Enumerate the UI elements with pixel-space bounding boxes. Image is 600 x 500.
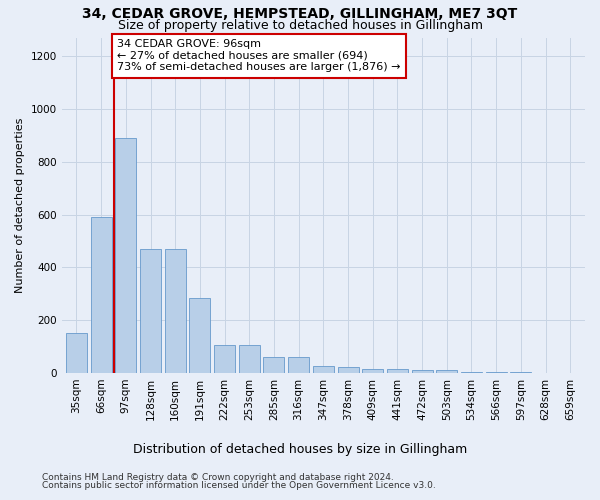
Bar — [461, 372, 482, 373]
Bar — [214, 346, 235, 373]
Bar — [165, 249, 186, 373]
Text: 34 CEDAR GROVE: 96sqm
← 27% of detached houses are smaller (694)
73% of semi-det: 34 CEDAR GROVE: 96sqm ← 27% of detached … — [117, 39, 401, 72]
Bar — [511, 372, 532, 373]
Bar — [66, 334, 87, 373]
Bar — [263, 356, 284, 373]
Text: Distribution of detached houses by size in Gillingham: Distribution of detached houses by size … — [133, 442, 467, 456]
Bar — [140, 249, 161, 373]
Text: Contains HM Land Registry data © Crown copyright and database right 2024.: Contains HM Land Registry data © Crown c… — [42, 472, 394, 482]
Bar — [387, 369, 408, 373]
Bar — [288, 356, 309, 373]
Bar — [412, 370, 433, 373]
Text: Contains public sector information licensed under the Open Government Licence v3: Contains public sector information licen… — [42, 481, 436, 490]
Bar — [239, 346, 260, 373]
Bar — [362, 369, 383, 373]
Bar — [313, 366, 334, 373]
Text: 34, CEDAR GROVE, HEMPSTEAD, GILLINGHAM, ME7 3QT: 34, CEDAR GROVE, HEMPSTEAD, GILLINGHAM, … — [82, 8, 518, 22]
Y-axis label: Number of detached properties: Number of detached properties — [15, 118, 25, 293]
Bar — [436, 370, 457, 373]
Text: Size of property relative to detached houses in Gillingham: Size of property relative to detached ho… — [118, 18, 482, 32]
Bar — [485, 372, 506, 373]
Bar — [115, 138, 136, 373]
Bar — [338, 367, 359, 373]
Bar — [91, 217, 112, 373]
Bar — [190, 298, 211, 373]
